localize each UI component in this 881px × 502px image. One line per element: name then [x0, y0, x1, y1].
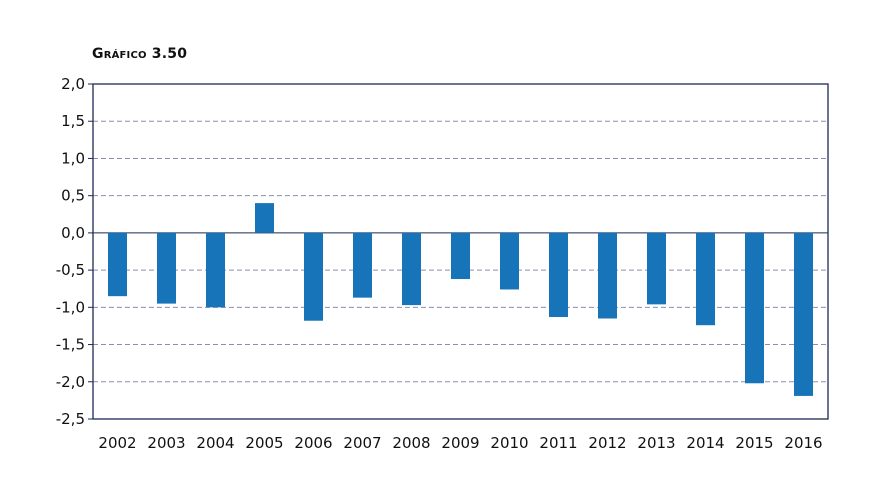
- y-tick-labels: 2,0 1,5 1,0 0,5 0,0 -0,5 -1,0 -1,5 -2,0 -2,5: [56, 75, 85, 428]
- x-tick-label: 2016: [784, 434, 822, 452]
- y-tick-label: 2,0: [61, 75, 85, 93]
- x-tick-label: 2005: [245, 434, 283, 452]
- bar-2010: [500, 232, 519, 290]
- x-tick-label: 2011: [539, 434, 577, 452]
- chart-title: Gráfico 3.50: [92, 46, 188, 62]
- x-tick-label: 2012: [588, 434, 626, 452]
- x-tick-label: 2007: [343, 434, 381, 452]
- y-tick-label: -1,0: [56, 298, 85, 316]
- bar-2012: [598, 232, 617, 319]
- x-tick-label: 2009: [441, 434, 479, 452]
- bar-2003: [157, 232, 176, 304]
- bar-2009: [451, 232, 470, 280]
- plot-frame: [92, 83, 829, 420]
- bar-2002: [108, 232, 127, 297]
- x-tick-label: 2008: [392, 434, 430, 452]
- bar-2006: [304, 232, 323, 321]
- x-tick-labels: 2002 2003 2004 2005 2006 2007 2008 2009 2010 2011…: [98, 434, 822, 452]
- bar-2008: [402, 232, 421, 306]
- x-tick-label: 2015: [735, 434, 773, 452]
- bar-2007: [353, 232, 372, 298]
- y-tick-label: 0,5: [61, 187, 85, 205]
- bar-2011: [549, 232, 568, 318]
- x-tick-label: 2010: [490, 434, 528, 452]
- y-tick-label: 0,0: [61, 224, 85, 242]
- y-tick-label: -1,5: [56, 336, 85, 354]
- y-tick-label: -2,5: [56, 410, 85, 428]
- x-tick-label: 2014: [686, 434, 724, 452]
- x-tick-label: 2006: [294, 434, 332, 452]
- bar-2005: [255, 203, 274, 233]
- y-tick-label: 1,5: [61, 112, 85, 130]
- bar-2004: [206, 232, 225, 308]
- x-tick-label: 2004: [196, 434, 234, 452]
- y-tick-label: 1,0: [61, 149, 85, 167]
- x-tick-label: 2002: [98, 434, 136, 452]
- bars: [108, 203, 813, 396]
- bar-2013: [647, 232, 666, 305]
- bar-2016: [794, 232, 813, 396]
- x-tick-label: 2013: [637, 434, 675, 452]
- x-tick-label: 2003: [147, 434, 185, 452]
- bar-2015: [745, 232, 764, 384]
- y-tick-label: -0,5: [56, 261, 85, 279]
- bar-2014: [696, 232, 715, 326]
- y-tick-label: -2,0: [56, 373, 85, 391]
